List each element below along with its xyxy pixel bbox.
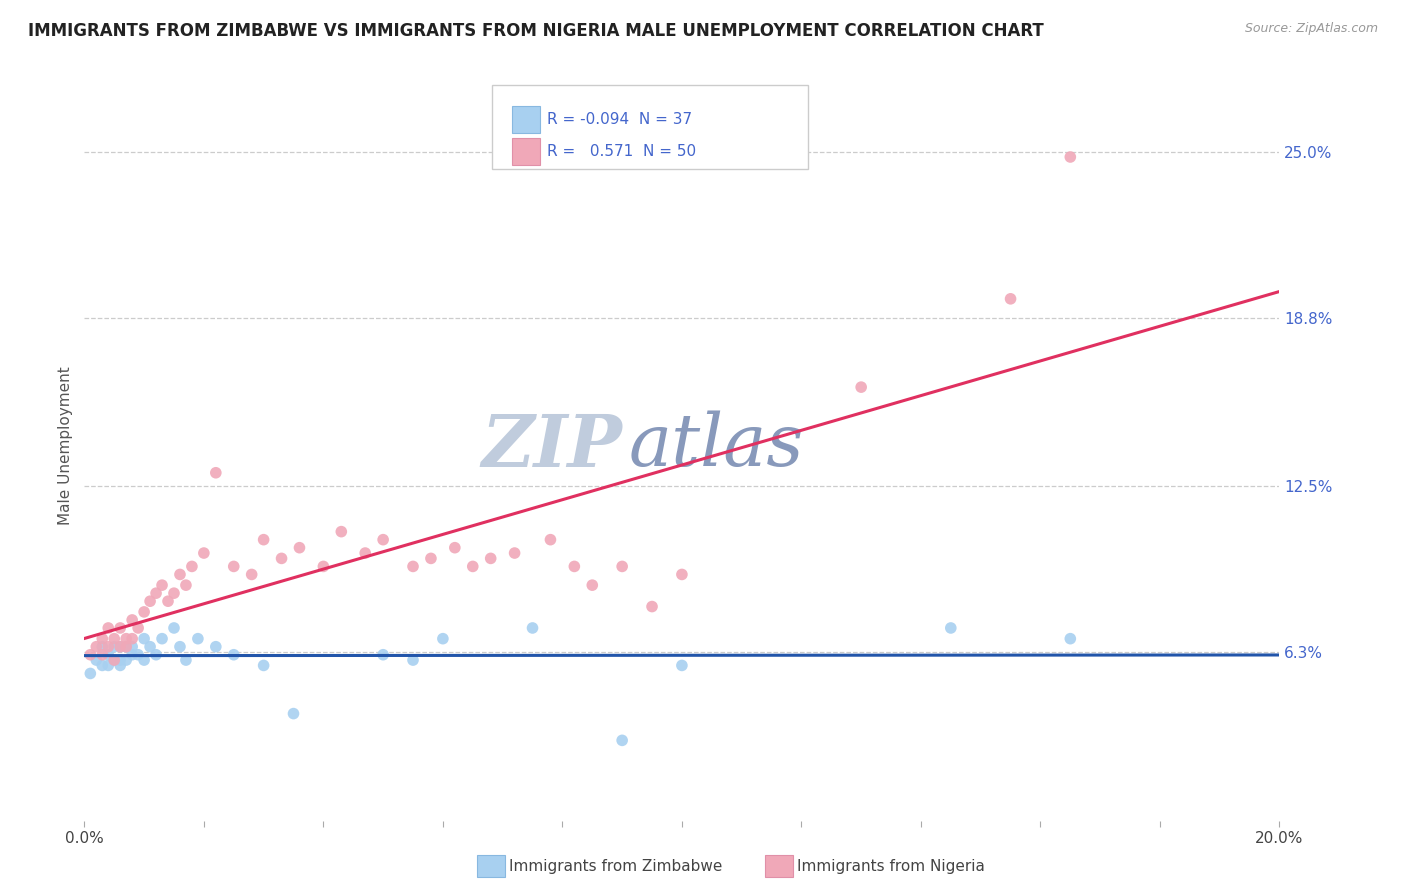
Point [121,648,143,662]
Point [163,586,186,600]
Text: IMMIGRANTS FROM ZIMBABWE VS IMMIGRANTS FROM NIGERIA MALE UNEMPLOYMENT CORRELATIO: IMMIGRANTS FROM ZIMBABWE VS IMMIGRANTS F… [28,22,1043,40]
Point [132,605,156,619]
Point [671,658,693,673]
Point [110,640,132,654]
Text: Source: ZipAtlas.com: Source: ZipAtlas.com [1244,22,1378,36]
Point [851,380,873,394]
Point [402,653,425,667]
Point [145,586,167,600]
Point [564,559,586,574]
Point [420,551,443,566]
Point [86,653,108,667]
Point [1059,632,1081,646]
Point [91,632,114,646]
Point [139,594,162,608]
Point [612,733,634,747]
Text: Immigrants from Nigeria: Immigrants from Nigeria [797,859,986,873]
Point [193,546,215,560]
Point [97,621,120,635]
Point [139,640,162,654]
Text: ZIP: ZIP [481,410,623,482]
Point [939,621,962,635]
Point [115,653,138,667]
Point [79,648,101,662]
Point [110,658,132,673]
Point [240,567,263,582]
Point [253,658,276,673]
Point [461,559,484,574]
Point [671,567,693,582]
Point [270,551,292,566]
Point [157,594,180,608]
Point [115,640,138,654]
Point [253,533,276,547]
Point [354,546,377,560]
Point [641,599,664,614]
Point [132,632,156,646]
Point [97,658,120,673]
Point [581,578,603,592]
Point [373,533,395,547]
Point [181,559,204,574]
Point [103,653,125,667]
Point [288,541,311,555]
Point [205,466,228,480]
Point [444,541,467,555]
Point [103,653,125,667]
Point [163,621,186,635]
Point [110,653,132,667]
Point [373,648,395,662]
Point [503,546,526,560]
Point [121,613,143,627]
Point [150,632,173,646]
Point [432,632,454,646]
Point [79,666,101,681]
Point [1059,150,1081,164]
Point [115,640,138,654]
Point [110,640,132,654]
Point [145,648,167,662]
Point [522,621,544,635]
Point [222,648,245,662]
Y-axis label: Male Unemployment: Male Unemployment [58,367,73,525]
Point [91,640,114,654]
Point [479,551,502,566]
Point [121,632,143,646]
Text: atlas: atlas [628,410,804,482]
Point [97,648,120,662]
Point [115,632,138,646]
Point [121,640,143,654]
Point [330,524,353,539]
Text: Immigrants from Zimbabwe: Immigrants from Zimbabwe [509,859,723,873]
Point [91,658,114,673]
Point [283,706,305,721]
Point [1000,292,1022,306]
Point [222,559,245,574]
Point [91,648,114,662]
Point [127,621,149,635]
Point [97,640,120,654]
Point [169,567,191,582]
Point [205,640,228,654]
Point [132,653,156,667]
Point [402,559,425,574]
Text: R = -0.094  N = 37: R = -0.094 N = 37 [547,112,692,127]
Point [612,559,634,574]
Point [169,640,191,654]
Point [103,632,125,646]
Point [127,648,149,662]
Point [174,653,197,667]
Point [187,632,209,646]
Point [150,578,173,592]
Point [103,640,125,654]
Point [110,621,132,635]
Point [86,640,108,654]
Point [312,559,335,574]
Text: R =   0.571  N = 50: R = 0.571 N = 50 [547,144,696,159]
Point [540,533,562,547]
Point [174,578,197,592]
